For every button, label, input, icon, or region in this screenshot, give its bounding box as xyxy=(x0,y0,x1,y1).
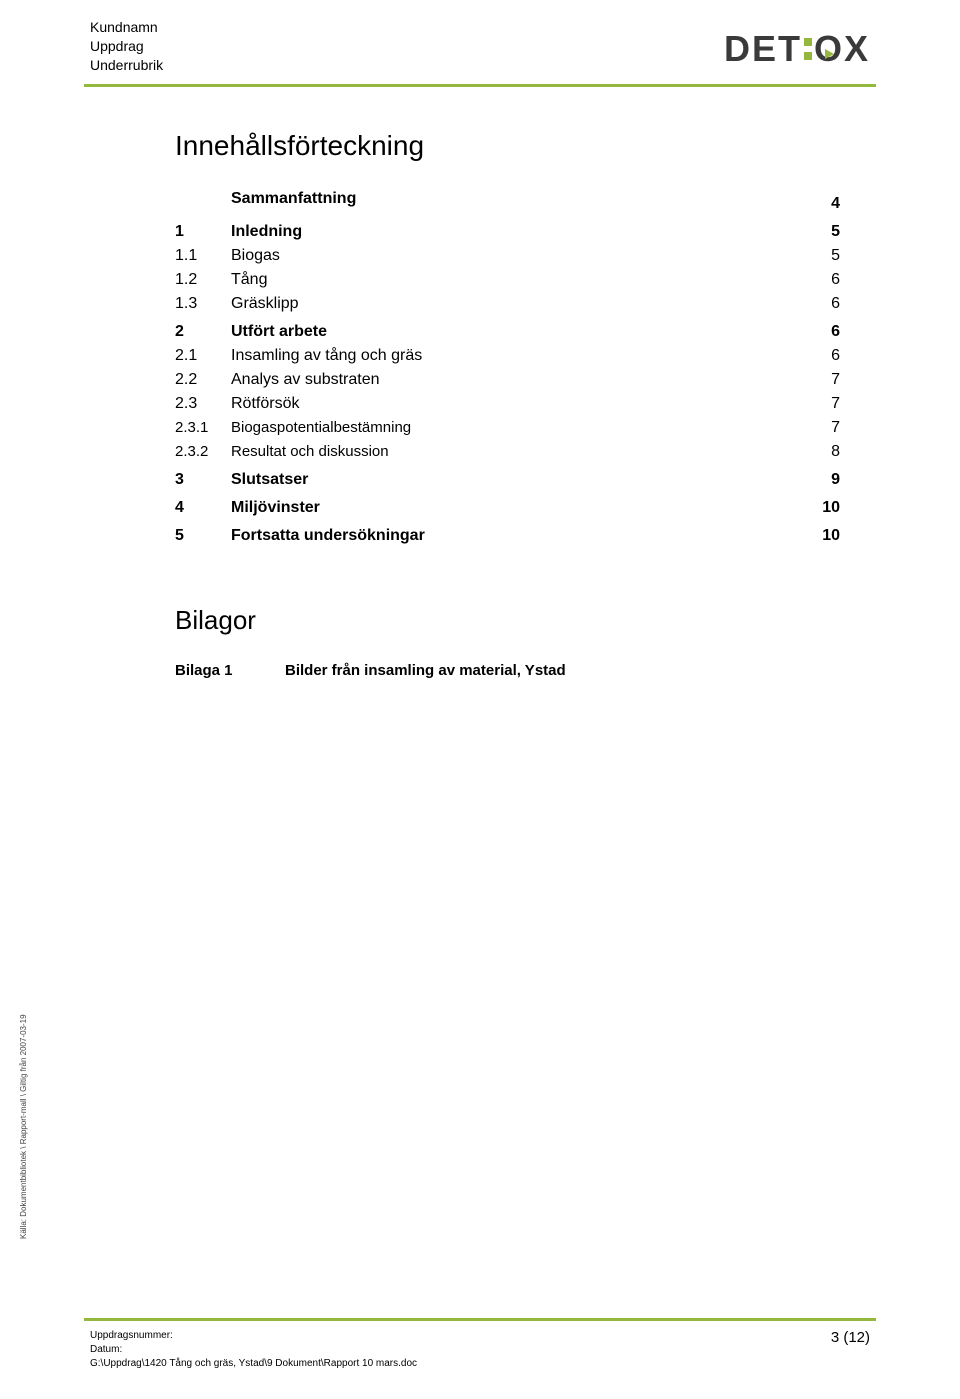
toc-label: Inledning xyxy=(231,223,302,241)
logo-part-2: O xyxy=(814,28,844,70)
detox-logo: DET O X xyxy=(724,28,870,70)
toc-left: 2Utfört arbete xyxy=(175,323,327,341)
footer-uppdragsnummer: Uppdragsnummer: xyxy=(90,1329,417,1343)
toc-page: 8 xyxy=(831,443,840,461)
toc-row: 2.3.2Resultat och diskussion 8 xyxy=(175,443,840,461)
toc-page: 5 xyxy=(831,223,840,241)
page-number: 3 (12) xyxy=(831,1329,870,1346)
toc-left: Sammanfattning xyxy=(175,190,356,208)
toc-label: Miljövinster xyxy=(231,499,320,517)
side-source-text: Källa: Dokumentbibliotek \ Rapport-mall … xyxy=(19,1014,28,1239)
toc-label: Biogaspotentialbestämning xyxy=(231,419,411,436)
toc-number: 3 xyxy=(175,471,231,489)
toc-left: 1.1Biogas xyxy=(175,247,280,265)
toc-left: 2.3Rötförsök xyxy=(175,395,299,413)
bilagor-list: Bilaga 1Bilder från insamling av materia… xyxy=(175,662,840,679)
page-header: Kundnamn Uppdrag Underrubrik DET O X xyxy=(0,0,960,75)
toc-left: 4Miljövinster xyxy=(175,499,320,517)
bilaga-number: Bilaga 1 xyxy=(175,662,285,679)
toc-row: 1Inledning 5 xyxy=(175,223,840,241)
toc-list: Sammanfattning 4 1Inledning 5 1.1Biogas 5 1.2T… xyxy=(175,190,840,545)
toc-label: Tång xyxy=(231,271,267,289)
logo-part-3: X xyxy=(844,28,870,70)
toc-label: Analys av substraten xyxy=(231,371,380,389)
logo-part-1: DET xyxy=(724,28,802,70)
toc-left: 2.2Analys av substraten xyxy=(175,371,380,389)
toc-number: 2 xyxy=(175,323,231,341)
toc-number: 4 xyxy=(175,499,231,517)
toc-number: 2.2 xyxy=(175,371,231,389)
toc-left: 1.2Tång xyxy=(175,271,267,289)
toc-row: 2.3.1Biogaspotentialbestämning 7 xyxy=(175,419,840,437)
toc-page: 10 xyxy=(822,527,840,545)
toc-left: 3Slutsatser xyxy=(175,471,308,489)
toc-label: Insamling av tång och gräs xyxy=(231,347,422,365)
toc-label: Rötförsök xyxy=(231,395,299,413)
footer-datum: Datum: xyxy=(90,1343,417,1357)
toc-title: Innehållsförteckning xyxy=(175,130,840,162)
toc-left: 1.3Gräsklipp xyxy=(175,295,299,313)
toc-page: 6 xyxy=(831,295,840,313)
toc-page: 7 xyxy=(831,371,840,389)
toc-number: 5 xyxy=(175,527,231,545)
toc-label: Slutsatser xyxy=(231,471,308,489)
toc-left: 2.1Insamling av tång och gräs xyxy=(175,347,422,365)
logo-colon-icon xyxy=(804,38,812,60)
logo-text: DET O X xyxy=(724,28,870,70)
toc-page: 4 xyxy=(831,195,840,213)
toc-page: 6 xyxy=(831,347,840,365)
toc-page: 5 xyxy=(831,247,840,265)
toc-row: 3Slutsatser 9 xyxy=(175,471,840,489)
toc-number: 2.3.2 xyxy=(175,443,231,460)
footer-meta: Uppdragsnummer: Datum: G:\Uppdrag\1420 T… xyxy=(90,1329,417,1371)
toc-number xyxy=(175,190,231,208)
toc-page: 6 xyxy=(831,271,840,289)
toc-page: 10 xyxy=(822,499,840,517)
page-footer: Uppdragsnummer: Datum: G:\Uppdrag\1420 T… xyxy=(90,1329,870,1371)
toc-number: 1.1 xyxy=(175,247,231,265)
toc-number: 1.3 xyxy=(175,295,231,313)
toc-number: 1 xyxy=(175,223,231,241)
toc-label: Utfört arbete xyxy=(231,323,327,341)
toc-row: 1.3Gräsklipp 6 xyxy=(175,295,840,313)
toc-page: 6 xyxy=(831,323,840,341)
toc-left: 1Inledning xyxy=(175,223,302,241)
bilagor-title: Bilagor xyxy=(175,605,840,636)
toc-left: 2.3.2Resultat och diskussion xyxy=(175,443,389,460)
toc-label: Gräsklipp xyxy=(231,295,299,313)
toc-label: Fortsatta undersökningar xyxy=(231,527,425,545)
toc-row: Sammanfattning 4 xyxy=(175,190,840,213)
bilaga-row: Bilaga 1Bilder från insamling av materia… xyxy=(175,662,840,679)
toc-row: 1.1Biogas 5 xyxy=(175,247,840,265)
toc-row: 2Utfört arbete 6 xyxy=(175,323,840,341)
toc-page: 7 xyxy=(831,395,840,413)
toc-number: 2.3 xyxy=(175,395,231,413)
toc-number: 2.1 xyxy=(175,347,231,365)
toc-left: 5Fortsatta undersökningar xyxy=(175,527,425,545)
bilaga-label: Bilder från insamling av material, Ystad xyxy=(285,662,566,679)
toc-page: 9 xyxy=(831,471,840,489)
toc-row: 2.3Rötförsök 7 xyxy=(175,395,840,413)
header-rule xyxy=(84,84,876,87)
toc-number: 1.2 xyxy=(175,271,231,289)
toc-row: 4Miljövinster 10 xyxy=(175,499,840,517)
logo-arrow-icon xyxy=(822,28,836,70)
toc-label: Sammanfattning xyxy=(231,190,356,208)
logo-dot xyxy=(804,38,812,46)
toc-row: 5Fortsatta undersökningar 10 xyxy=(175,527,840,545)
toc-label: Biogas xyxy=(231,247,280,265)
footer-path: G:\Uppdrag\1420 Tång och gräs, Ystad\9 D… xyxy=(90,1357,417,1371)
toc-left: 2.3.1Biogaspotentialbestämning xyxy=(175,419,411,436)
toc-page: 7 xyxy=(831,419,840,437)
toc-number: 2.3.1 xyxy=(175,419,231,436)
footer-rule xyxy=(84,1318,876,1321)
toc-row: 1.2Tång 6 xyxy=(175,271,840,289)
toc-row: 2.1Insamling av tång och gräs 6 xyxy=(175,347,840,365)
page-content: Innehållsförteckning Sammanfattning 4 1Inl… xyxy=(175,130,840,679)
toc-row: 2.2Analys av substraten 7 xyxy=(175,371,840,389)
logo-dot xyxy=(804,52,812,60)
toc-label: Resultat och diskussion xyxy=(231,443,389,460)
